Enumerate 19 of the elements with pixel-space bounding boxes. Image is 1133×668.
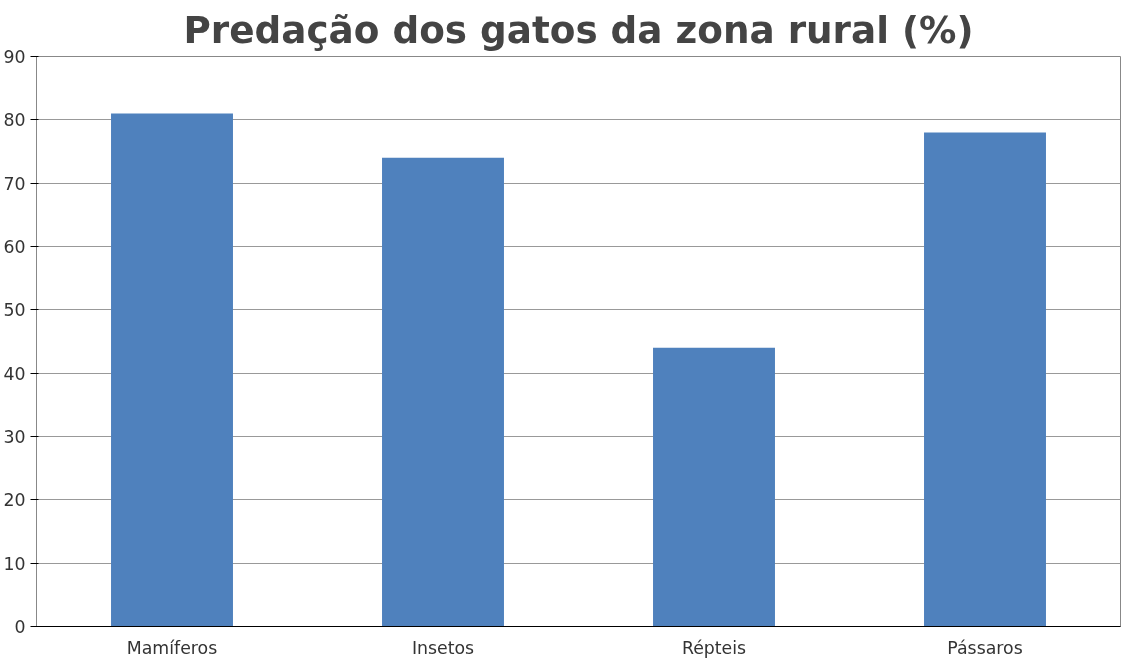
x-tick-label: Insetos — [411, 637, 475, 658]
bar — [111, 113, 233, 627]
y-tick-label: 70 — [3, 173, 26, 194]
bar — [924, 132, 1046, 627]
x-tick-label: Mamíferos — [126, 637, 218, 658]
y-tick-label: 90 — [3, 47, 26, 67]
bar — [382, 157, 504, 627]
y-tick-label: 40 — [3, 363, 26, 384]
y-tick-label: 30 — [3, 427, 26, 447]
x-tick-label: Répteis — [681, 637, 747, 658]
y-tick-label: 20 — [3, 490, 26, 511]
y-tick-label: 10 — [3, 553, 26, 574]
y-tick-label: 60 — [3, 237, 26, 257]
chart-title: Predação dos gatos da zona rural (%) — [183, 7, 974, 52]
x-tick-label: Pássaros — [947, 637, 1023, 658]
y-tick-label: 0 — [14, 617, 26, 637]
y-tick-label: 50 — [3, 300, 26, 321]
y-tick-label: 80 — [3, 110, 26, 131]
bar — [653, 347, 775, 627]
